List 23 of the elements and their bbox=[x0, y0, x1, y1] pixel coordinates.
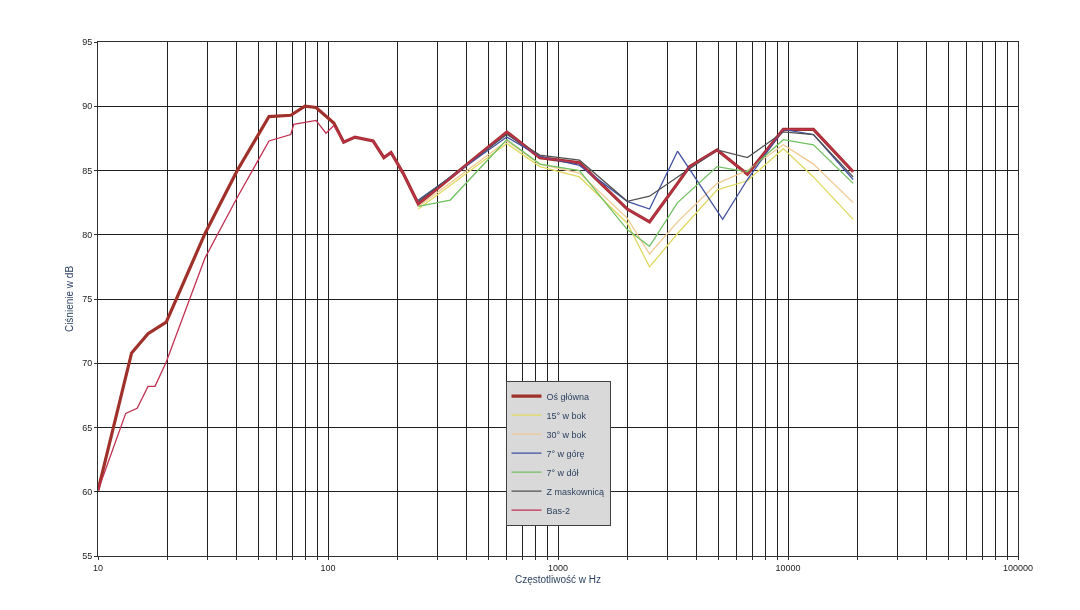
y-tick-label: 65 bbox=[82, 422, 93, 433]
y-tick-label: 90 bbox=[82, 101, 93, 112]
legend-label: Oś główna bbox=[546, 391, 590, 402]
legend-label: 7° w górę bbox=[546, 448, 585, 459]
y-tick-label: 95 bbox=[82, 37, 93, 48]
x-axis-title: Częstotliwość w Hz bbox=[514, 574, 602, 586]
legend-label: Bas-2 bbox=[546, 505, 571, 516]
y-tick-label: 85 bbox=[82, 165, 93, 176]
legend-label: 7° w dół bbox=[546, 467, 579, 478]
x-tick-label: 1000 bbox=[547, 562, 569, 573]
y-tick-label: 75 bbox=[82, 294, 93, 305]
legend-label: 30° w bok bbox=[546, 429, 587, 440]
legend-label: Z maskownicą bbox=[546, 486, 605, 497]
y-tick-label: 70 bbox=[82, 358, 93, 369]
x-tick-label: 100 bbox=[320, 562, 336, 573]
x-tick-label: 10000 bbox=[775, 562, 801, 573]
y-tick-label: 60 bbox=[82, 486, 93, 497]
legend-label: 15° w bok bbox=[546, 410, 587, 421]
y-axis-title: Ciśnienie w dB bbox=[64, 265, 76, 333]
x-tick-label: 100000 bbox=[1002, 562, 1034, 573]
y-tick-label: 55 bbox=[82, 551, 93, 562]
y-tick-label: 80 bbox=[82, 229, 93, 240]
x-tick-label: 10 bbox=[92, 562, 104, 573]
